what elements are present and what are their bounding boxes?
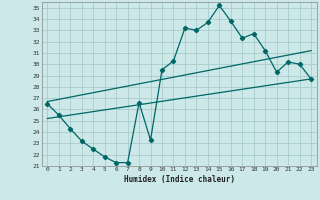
- X-axis label: Humidex (Indice chaleur): Humidex (Indice chaleur): [124, 175, 235, 184]
